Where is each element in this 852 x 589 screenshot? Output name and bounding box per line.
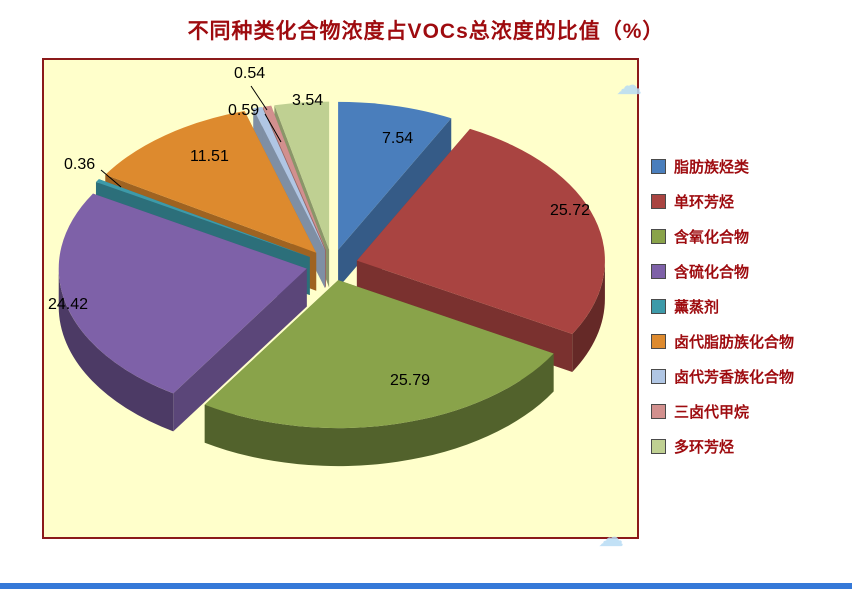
legend-swatch — [651, 439, 666, 454]
legend-swatch — [651, 159, 666, 174]
legend-swatch — [651, 194, 666, 209]
pie-data-label: 0.36 — [64, 156, 96, 173]
bottom-accent-bar — [0, 583, 852, 589]
legend-item: 含氧化合物 — [651, 226, 794, 247]
legend-swatch — [651, 264, 666, 279]
leader-line — [250, 85, 268, 111]
legend-label: 单环芳烃 — [674, 194, 735, 211]
legend-swatch — [651, 334, 666, 349]
legend-item: 含硫化合物 — [651, 261, 794, 282]
legend-item: 卤代芳香族化合物 — [651, 366, 794, 387]
pie-data-label: 25.79 — [390, 372, 431, 389]
legend-item: 单环芳烃 — [651, 191, 794, 212]
pie-data-label: 3.54 — [292, 92, 324, 109]
pie-data-label: 25.72 — [550, 202, 591, 219]
legend-item: 薰蒸剂 — [651, 296, 794, 317]
legend-label: 三卤代甲烷 — [674, 404, 750, 421]
legend-label: 多环芳烃 — [674, 439, 735, 456]
legend-label: 卤代芳香族化合物 — [674, 369, 795, 386]
legend-swatch — [651, 369, 666, 384]
legend-label: 薰蒸剂 — [674, 299, 720, 316]
pie-data-label: 0.54 — [234, 65, 266, 82]
leader-line — [264, 113, 282, 143]
legend-item: 卤代脂肪族化合物 — [651, 331, 794, 352]
pie-data-label: 24.42 — [48, 296, 89, 313]
legend-swatch — [651, 299, 666, 314]
plot-area: 7.54 25.72 25.79 24.42 0.36 11.51 0.59 0… — [42, 58, 639, 539]
legend-item: 脂肪族烃类 — [651, 156, 794, 177]
legend-label: 脂肪族烃类 — [674, 159, 750, 176]
pie-data-label: 0.59 — [228, 102, 260, 119]
legend-label: 卤代脂肪族化合物 — [674, 334, 795, 351]
legend-item: 多环芳烃 — [651, 436, 794, 457]
chart-title: 不同种类化合物浓度占VOCs总浓度的比值（%） — [187, 20, 665, 43]
legend-label: 含氧化合物 — [674, 229, 750, 246]
leader-line — [100, 169, 122, 188]
legend-label: 含硫化合物 — [674, 264, 750, 281]
leader-lines — [100, 85, 282, 188]
legend-item: 三卤代甲烷 — [651, 401, 794, 422]
watermark-cloud-icon: ☁ — [598, 522, 624, 552]
legend: 脂肪族烃类 单环芳烃 含氧化合物 含硫化合物 薰蒸剂 卤代脂肪族化合物 卤代芳香… — [651, 156, 794, 471]
pie-data-label: 7.54 — [382, 130, 414, 147]
watermark-cloud-icon: ☁ — [616, 70, 642, 100]
legend-swatch — [651, 404, 666, 419]
pie-data-label: 11.51 — [190, 148, 229, 165]
pie-chart — [58, 101, 605, 467]
legend-swatch — [651, 229, 666, 244]
